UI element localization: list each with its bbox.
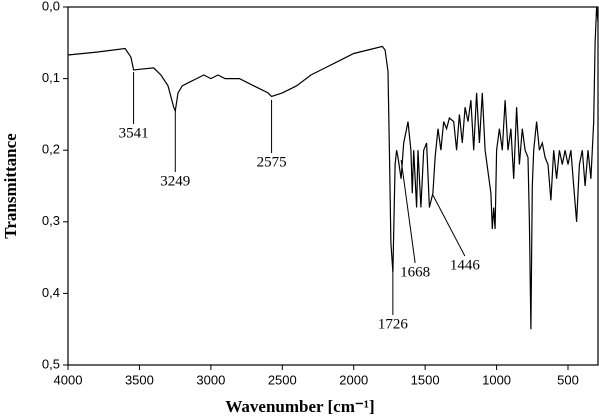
annotation-leader (400, 159, 416, 264)
x-tick-label: 2500 (268, 372, 297, 387)
x-axis-title: Wavenumber [cm⁻¹] (225, 397, 374, 416)
y-tick-label: 0,3 (42, 213, 60, 228)
annotation-label: 2575 (257, 154, 287, 170)
y-axis-title: Transmittance (1, 133, 20, 239)
y-tick-label: 0,2 (42, 142, 60, 157)
annotation-label: 1446 (450, 257, 481, 273)
y-tick-label: 0,4 (42, 285, 60, 300)
x-tick-label: 3000 (196, 372, 225, 387)
annotation-leader (432, 194, 466, 257)
x-tick-label: 3500 (125, 372, 154, 387)
x-tick-label: 4000 (54, 372, 83, 387)
x-tick-label: 2000 (339, 372, 368, 387)
plot-frame (67, 6, 599, 366)
x-tick-label: 1500 (411, 372, 440, 387)
y-tick-label: 0,0 (42, 0, 60, 13)
annotation-label: 1726 (378, 316, 409, 332)
y-tick-label: 0,1 (42, 70, 60, 85)
x-tick-label: 1000 (482, 372, 511, 387)
annotation-label: 3249 (160, 173, 190, 189)
y-tick-label: 0,5 (42, 356, 60, 371)
annotation-label: 1668 (400, 264, 430, 280)
spectrum-line (67, 6, 599, 330)
annotation-label: 3541 (119, 125, 149, 141)
x-tick-label: 500 (557, 372, 579, 387)
